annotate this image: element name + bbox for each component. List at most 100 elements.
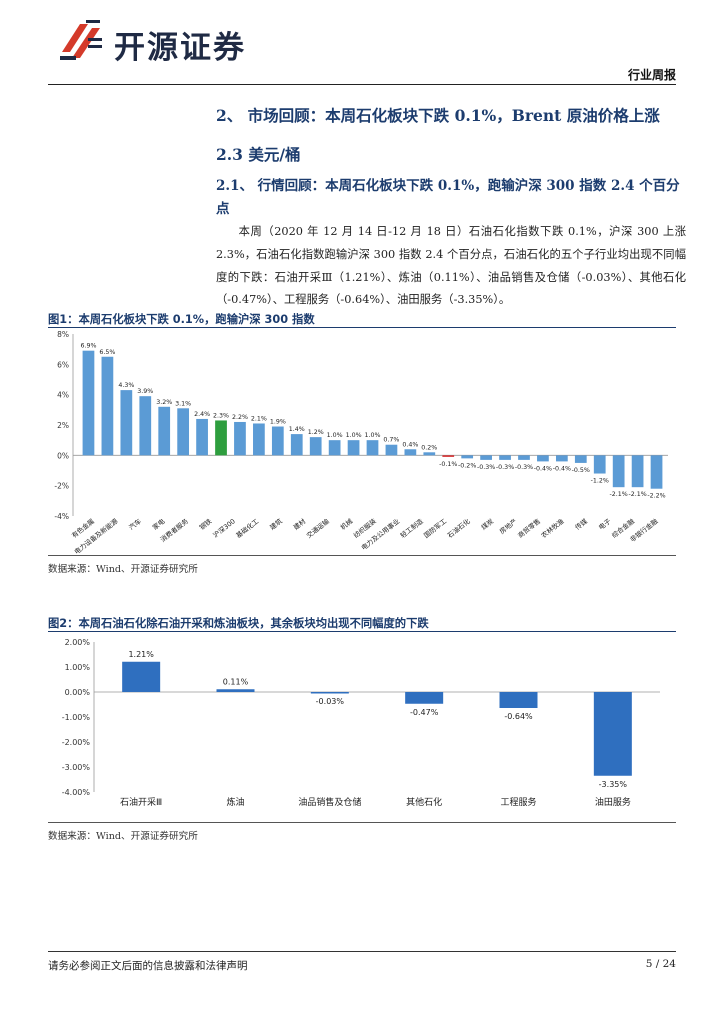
report-type: 行业周报: [627, 68, 676, 82]
bar: [82, 350, 95, 456]
section-heading: 2、 市场回顾：本周石化板块下跌 0.1%，Brent 原油价格上涨 2.3 美…: [216, 106, 660, 164]
y-tick-label: 2.00%: [65, 638, 91, 647]
x-category-label: 国防军工: [422, 516, 449, 540]
bar: [196, 418, 208, 456]
bar-value-label: -2.1%: [610, 491, 628, 498]
figure2-source: 数据来源：Wind、开源证券研究所: [48, 831, 198, 842]
bar: [271, 426, 284, 456]
footer-disclaimer: 请务必参阅正文后面的信息披露和法律声明: [48, 960, 248, 972]
x-category-label: 炼油: [226, 796, 244, 808]
x-category-label: 轻工制造: [398, 516, 425, 540]
company-logo: 开源证券: [58, 18, 298, 66]
x-category-label: 基础化工: [234, 516, 261, 540]
bar-value-label: -0.2%: [458, 462, 476, 469]
bar-value-label: -0.3%: [496, 464, 514, 471]
bar: [461, 455, 474, 459]
bar-value-label: -0.03%: [316, 697, 345, 706]
bar-value-label: -0.4%: [553, 465, 571, 472]
bar: [328, 440, 341, 456]
x-category-label: 家电: [150, 516, 166, 531]
bar: [499, 692, 538, 708]
bar: [101, 356, 114, 456]
sub-heading: 2.1、 行情回顾：本周石化板块下跌 0.1%，跑输沪深 300 指数 2.4 …: [216, 178, 680, 217]
bar-value-label: -0.4%: [534, 465, 552, 472]
bar: [290, 434, 303, 456]
bar-value-label: 6.5%: [99, 349, 115, 356]
x-category-label: 交通运输: [304, 516, 331, 540]
bar-value-label: 1.0%: [346, 432, 362, 439]
bar-value-label: 6.9%: [80, 343, 96, 350]
figure1-source: 数据来源：Wind、开源证券研究所: [48, 564, 198, 575]
bar: [593, 455, 606, 474]
y-tick-label: 0.00%: [65, 688, 91, 697]
y-tick-label: -2.00%: [62, 738, 91, 747]
y-tick-label: -4%: [54, 512, 69, 521]
x-category-label: 油田服务: [595, 796, 631, 808]
x-category-label: 电力及公用事业: [359, 516, 401, 552]
x-category-label: 电子: [597, 516, 613, 531]
bar-value-label: 2.4%: [194, 411, 210, 418]
x-category-label: 工程服务: [500, 796, 536, 808]
header-divider: [48, 84, 676, 85]
bar-value-label: -0.3%: [477, 464, 495, 471]
bar-value-label: -2.2%: [647, 493, 665, 500]
bar-value-label: 3.9%: [137, 388, 153, 395]
figure2-chart: 2.00% 1.00% 0.00% -1.00% -2.00% -3.00% -4.00% 1…: [62, 638, 660, 808]
bar: [215, 420, 227, 456]
bar-value-label: -1.2%: [591, 478, 609, 485]
body-text: 本周（2020 年 12 月 14 日-12 月 18 日）石油石化指数下跌 0…: [216, 221, 686, 312]
y-tick-label: 0%: [57, 451, 69, 460]
bar-value-label: 1.4%: [289, 426, 305, 433]
company-name: 开源证券: [114, 30, 246, 66]
bar: [309, 437, 322, 456]
bar-value-label: -0.1%: [439, 461, 457, 468]
bar: [216, 689, 255, 692]
bar: [518, 455, 530, 460]
bar-value-label: 0.11%: [223, 677, 249, 686]
bar-value-label: 1.2%: [308, 429, 324, 436]
bar-value-label: -0.5%: [572, 467, 590, 474]
y-tick-label: 1.00%: [65, 663, 91, 672]
figure2-title: 图2：本周石油石化除石油开采和炼油板块，其余板块均出现不同幅度的下跌: [48, 617, 429, 630]
bar: [310, 692, 349, 694]
figure1-top-rule: [48, 327, 676, 328]
bar: [442, 455, 455, 457]
y-tick-label: -2%: [54, 482, 69, 491]
bar-value-label: 2.3%: [213, 412, 229, 419]
x-category-label: 商贸零售: [516, 516, 542, 539]
bar: [158, 406, 171, 456]
y-tick-label: -4.00%: [62, 788, 91, 797]
bar: [234, 421, 246, 456]
x-category-label: 其他石化: [406, 796, 442, 808]
bar: [537, 455, 549, 462]
bar: [480, 455, 492, 460]
y-tick-label: -3.00%: [62, 763, 91, 772]
bar-value-label: 1.0%: [327, 432, 343, 439]
bar: [574, 455, 587, 463]
x-category-label: 石油石化: [445, 516, 472, 540]
bar-value-label: 0.7%: [383, 437, 399, 444]
bar: [366, 440, 379, 456]
bar-value-label: 1.0%: [365, 432, 381, 439]
bar: [404, 449, 417, 456]
figure1-chart: 8% 6% 4% 2% 0% -2% -4% 6.9%6.5% 4.3%3.9%3.2% 3.1%…: [54, 330, 668, 554]
bar: [139, 396, 152, 456]
company-logo-icon: [60, 20, 102, 60]
figure2-top-rule: [48, 631, 676, 632]
bar-value-label: 1.9%: [270, 419, 286, 426]
bar-value-label: 2.2%: [232, 414, 248, 421]
y-tick-label: -1.00%: [62, 713, 91, 722]
bar-value-label: 0.2%: [421, 444, 437, 451]
x-category-label: 汽车: [127, 516, 143, 531]
bar: [405, 692, 444, 704]
bar-value-label: 1.21%: [128, 650, 154, 659]
bar: [347, 440, 360, 456]
bar-value-label: -2.1%: [628, 491, 646, 498]
x-category-label: 煤炭: [479, 516, 495, 531]
bar-value-label: 3.1%: [175, 400, 191, 407]
x-category-label: 建筑: [268, 516, 284, 531]
figure1-bottom-rule: [48, 555, 676, 556]
bar-value-label: -0.3%: [515, 464, 533, 471]
bar: [612, 455, 625, 488]
bar-value-label: -3.35%: [599, 780, 628, 789]
